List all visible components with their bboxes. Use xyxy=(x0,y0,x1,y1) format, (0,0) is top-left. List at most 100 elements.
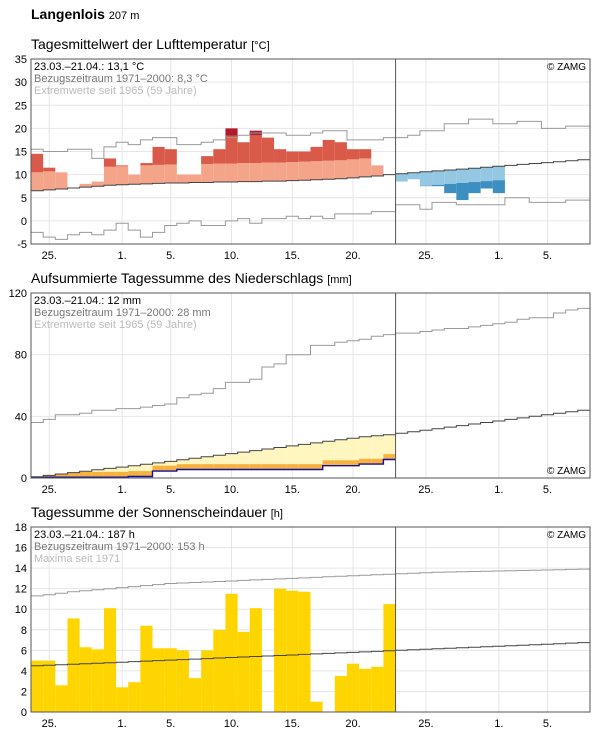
sunshine-max-line xyxy=(31,568,590,597)
sunshine-daily-bar xyxy=(359,668,372,712)
sunshine-daily-bar xyxy=(225,593,238,712)
temperature-summary-current: 23.03.–21.04.: 13,1 °C xyxy=(34,61,144,73)
temperature-anomaly-mid-bar xyxy=(359,149,372,159)
sunshine-daily-bar xyxy=(43,660,56,712)
sunshine-y-tick-label: 8 xyxy=(21,625,27,637)
precipitation-deficit-light-bar xyxy=(128,465,141,472)
sunshine-unit: [h] xyxy=(270,508,283,520)
temperature-anomaly-light-bar xyxy=(43,171,56,190)
temperature-anomaly-mid-bar xyxy=(261,137,275,163)
temperature-y-tick-label: 20 xyxy=(15,123,27,135)
precipitation-deficit-light-bar xyxy=(274,447,287,465)
precipitation-deficit-mid-bar xyxy=(237,464,250,470)
precipitation-deficit-mid-bar xyxy=(213,464,226,470)
temperature-anomaly-light-bar xyxy=(31,172,44,191)
temperature-anomaly-light-bar xyxy=(128,174,141,185)
temperature-anomaly-mid-bar xyxy=(152,146,165,165)
precipitation-deficit-mid-bar xyxy=(152,465,165,472)
sunshine-daily-bar xyxy=(286,590,299,712)
temperature-cold-anomaly-dark-bar xyxy=(468,182,481,194)
sunshine-x-tick-label: 20. xyxy=(345,718,360,729)
temperature-anomaly-mid-bar xyxy=(164,149,177,165)
temperature-anomaly-mid-bar xyxy=(213,149,226,164)
sunshine-y-tick-label: 16 xyxy=(15,543,27,555)
precipitation-deficit-mid-bar xyxy=(286,464,299,470)
temperature-x-tick-label: 5. xyxy=(166,250,175,262)
temperature-y-tick-label: -5 xyxy=(17,239,27,251)
temperature-anomaly-mid-bar xyxy=(322,139,335,161)
temperature-anomaly-light-bar xyxy=(152,164,165,184)
sunshine-plot-frame xyxy=(30,526,591,713)
precipitation-deficit-light-bar xyxy=(152,462,165,466)
temperature-cold-anomaly-light-bar xyxy=(456,169,469,183)
sunshine-daily-bar xyxy=(31,660,44,712)
temperature-anomaly-light-bar xyxy=(176,174,189,183)
temperature-x-tick-label: 25. xyxy=(42,250,57,262)
sunshine-copyright: © ZAMG xyxy=(547,530,586,541)
temperature-unit: [°C] xyxy=(251,40,270,52)
precipitation-x-tick-label: 1. xyxy=(494,484,503,496)
temperature-anomaly-light-bar xyxy=(334,160,347,179)
precipitation-deficit-light-bar xyxy=(201,456,214,465)
temperature-anomaly-light-bar xyxy=(346,159,360,178)
temperature-cold-anomaly-light-bar xyxy=(480,167,493,182)
sunshine-daily-bar xyxy=(274,588,287,712)
precipitation-deficit-light-bar xyxy=(383,434,396,455)
sunshine-title-text: Tagessumme der Sonnenscheindauer xyxy=(31,504,267,520)
temperature-anomaly-mid-bar xyxy=(310,146,323,162)
precipitation-x-tick-label: 5. xyxy=(166,484,175,496)
temperature-anomaly-light-bar xyxy=(188,174,202,183)
precipitation-deficit-mid-bar xyxy=(383,454,396,460)
temperature-anomaly-light-bar xyxy=(286,162,299,181)
temperature-anomaly-mid-bar xyxy=(334,142,347,161)
temperature-anomaly-light-bar xyxy=(140,165,153,184)
temperature-summary-extremes: Extremwerte seit 1965 (59 Jahre) xyxy=(34,85,197,97)
sunshine-x-tick-label: 5. xyxy=(543,718,552,729)
precipitation-deficit-mid-bar xyxy=(140,471,153,477)
temperature-anomaly-mid-bar xyxy=(103,158,117,167)
temperature-plot-frame xyxy=(30,58,591,245)
temperature-cold-anomaly-dark-bar xyxy=(492,180,505,194)
precipitation-deficit-light-bar xyxy=(116,467,129,472)
temperature-anomaly-light-bar xyxy=(213,163,226,183)
temperature-x-tick-label: 5. xyxy=(543,250,552,262)
sunshine-daily-bar xyxy=(188,678,202,712)
temperature-y-tick-label: 15 xyxy=(15,147,27,159)
precipitation-deficit-mid-bar xyxy=(116,471,129,478)
temperature-x-tick-label: 15. xyxy=(285,250,300,262)
temperature-anomaly-mid-bar xyxy=(140,163,153,166)
precipitation-x-tick-label: 1. xyxy=(118,484,127,496)
precipitation-deficit-mid-bar xyxy=(225,464,238,470)
temperature-y-tick-label: 10 xyxy=(15,170,27,182)
precipitation-x-tick-label: 15. xyxy=(285,484,300,496)
temperature-anomaly-light-bar xyxy=(298,161,311,181)
sunshine-daily-bar xyxy=(334,676,347,712)
sunshine-y-tick-label: 14 xyxy=(15,563,27,575)
precipitation-y-tick-label: 80 xyxy=(15,350,27,362)
precipitation-x-tick-label: 20. xyxy=(345,484,360,496)
precipitation-x-tick-label: 25. xyxy=(418,484,433,496)
temperature-anomaly-light-bar xyxy=(201,163,214,183)
temperature-y-tick-label: 0 xyxy=(21,216,27,228)
sunshine-daily-bar xyxy=(201,650,214,712)
precipitation-reference-line xyxy=(31,409,590,478)
precipitation-deficit-light-bar xyxy=(298,444,311,465)
sunshine-x-tick-label: 15. xyxy=(285,718,300,729)
temperature-anomaly-light-bar xyxy=(164,164,177,183)
sunshine-daily-bar xyxy=(55,685,68,712)
temperature-anomaly-light-bar xyxy=(261,162,275,182)
temperature-cold-anomaly-light-bar xyxy=(395,173,408,182)
precipitation-deficit-mid-bar xyxy=(359,458,372,465)
sunshine-daily-bar xyxy=(213,629,226,712)
precipitation-summary-reference: Bezugszeitraum 1971–2000: 28 mm xyxy=(34,307,211,319)
precipitation-actual-line xyxy=(31,458,396,478)
sunshine-daily-bar xyxy=(249,608,262,712)
sunshine-daily-bar xyxy=(176,650,189,712)
precipitation-deficit-mid-bar xyxy=(261,464,275,470)
sunshine-x-tick-label: 5. xyxy=(166,718,175,729)
precipitation-deficit-light-bar xyxy=(286,445,299,465)
precipitation-deficit-mid-bar xyxy=(201,464,214,470)
precipitation-deficit-light-bar xyxy=(188,458,202,465)
precipitation-deficit-mid-bar xyxy=(346,460,360,466)
